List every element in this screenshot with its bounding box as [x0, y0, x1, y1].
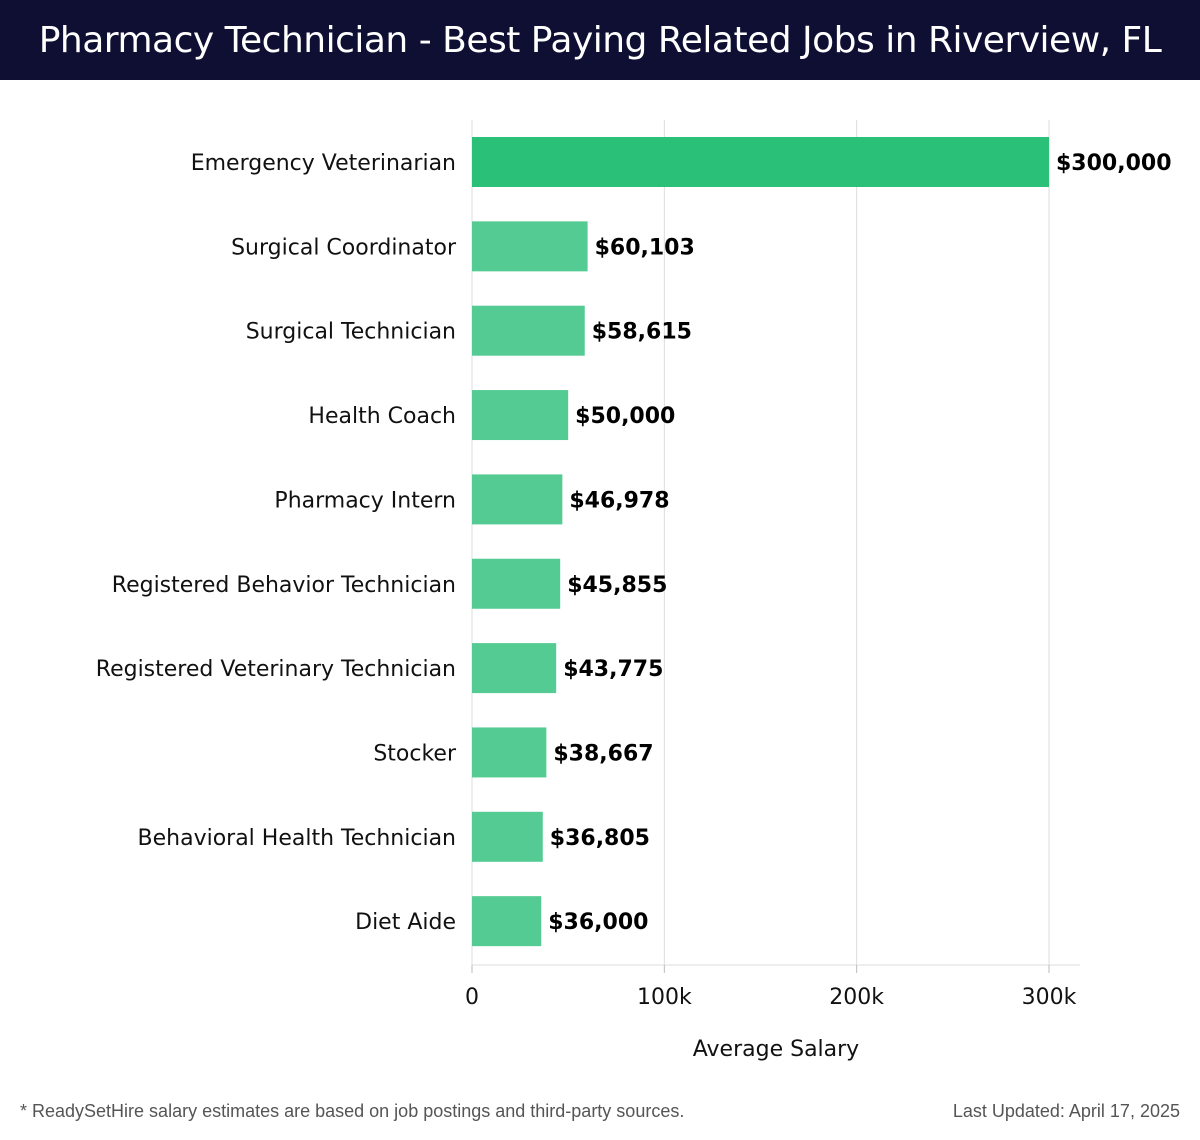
bar — [472, 811, 543, 862]
value-label: $60,103 — [595, 235, 695, 260]
bar — [472, 305, 585, 356]
category-label: Surgical Coordinator — [231, 235, 457, 260]
bar — [472, 390, 569, 441]
bar — [472, 896, 542, 947]
category-label: Surgical Technician — [246, 320, 456, 345]
category-label: Health Coach — [308, 404, 456, 429]
category-label: Registered Behavior Technician — [112, 573, 456, 598]
value-label: $38,667 — [553, 741, 653, 766]
last-updated: Last Updated: April 17, 2025 — [952, 1101, 1180, 1121]
category-label: Stocker — [373, 741, 457, 766]
category-label: Behavioral Health Technician — [138, 826, 456, 851]
value-label: $58,615 — [592, 320, 692, 345]
value-label: $300,000 — [1056, 151, 1172, 176]
category-label: Emergency Veterinarian — [191, 151, 456, 176]
x-axis-title: Average Salary — [693, 1037, 859, 1062]
bar — [472, 474, 563, 525]
value-label: $45,855 — [567, 573, 667, 598]
category-label: Diet Aide — [355, 910, 456, 935]
chart-header: Pharmacy Technician - Best Paying Relate… — [0, 0, 1200, 80]
bar — [472, 137, 1049, 187]
value-label: $36,805 — [550, 826, 650, 851]
bar — [472, 727, 547, 778]
chart-title: Pharmacy Technician - Best Paying Relate… — [38, 19, 1162, 61]
bar-chart: 0 100k 200k 300k Emergency Veterinarian $300,… — [96, 120, 1172, 1062]
bar — [472, 221, 588, 272]
x-tick-label: 300k — [1022, 985, 1077, 1010]
x-tick-label: 0 — [465, 985, 479, 1010]
category-label: Registered Veterinary Technician — [96, 657, 456, 682]
value-label: $50,000 — [575, 404, 675, 429]
bar — [472, 643, 557, 694]
x-tick-label: 200k — [829, 985, 884, 1010]
value-label: $36,000 — [548, 910, 648, 935]
value-label: $46,978 — [569, 488, 669, 513]
category-label: Pharmacy Intern — [274, 488, 456, 513]
value-label: $43,775 — [563, 657, 663, 682]
footer-note: * ReadySetHire salary estimates are base… — [20, 1101, 685, 1121]
bar — [472, 558, 561, 609]
x-tick-label: 100k — [637, 985, 692, 1010]
